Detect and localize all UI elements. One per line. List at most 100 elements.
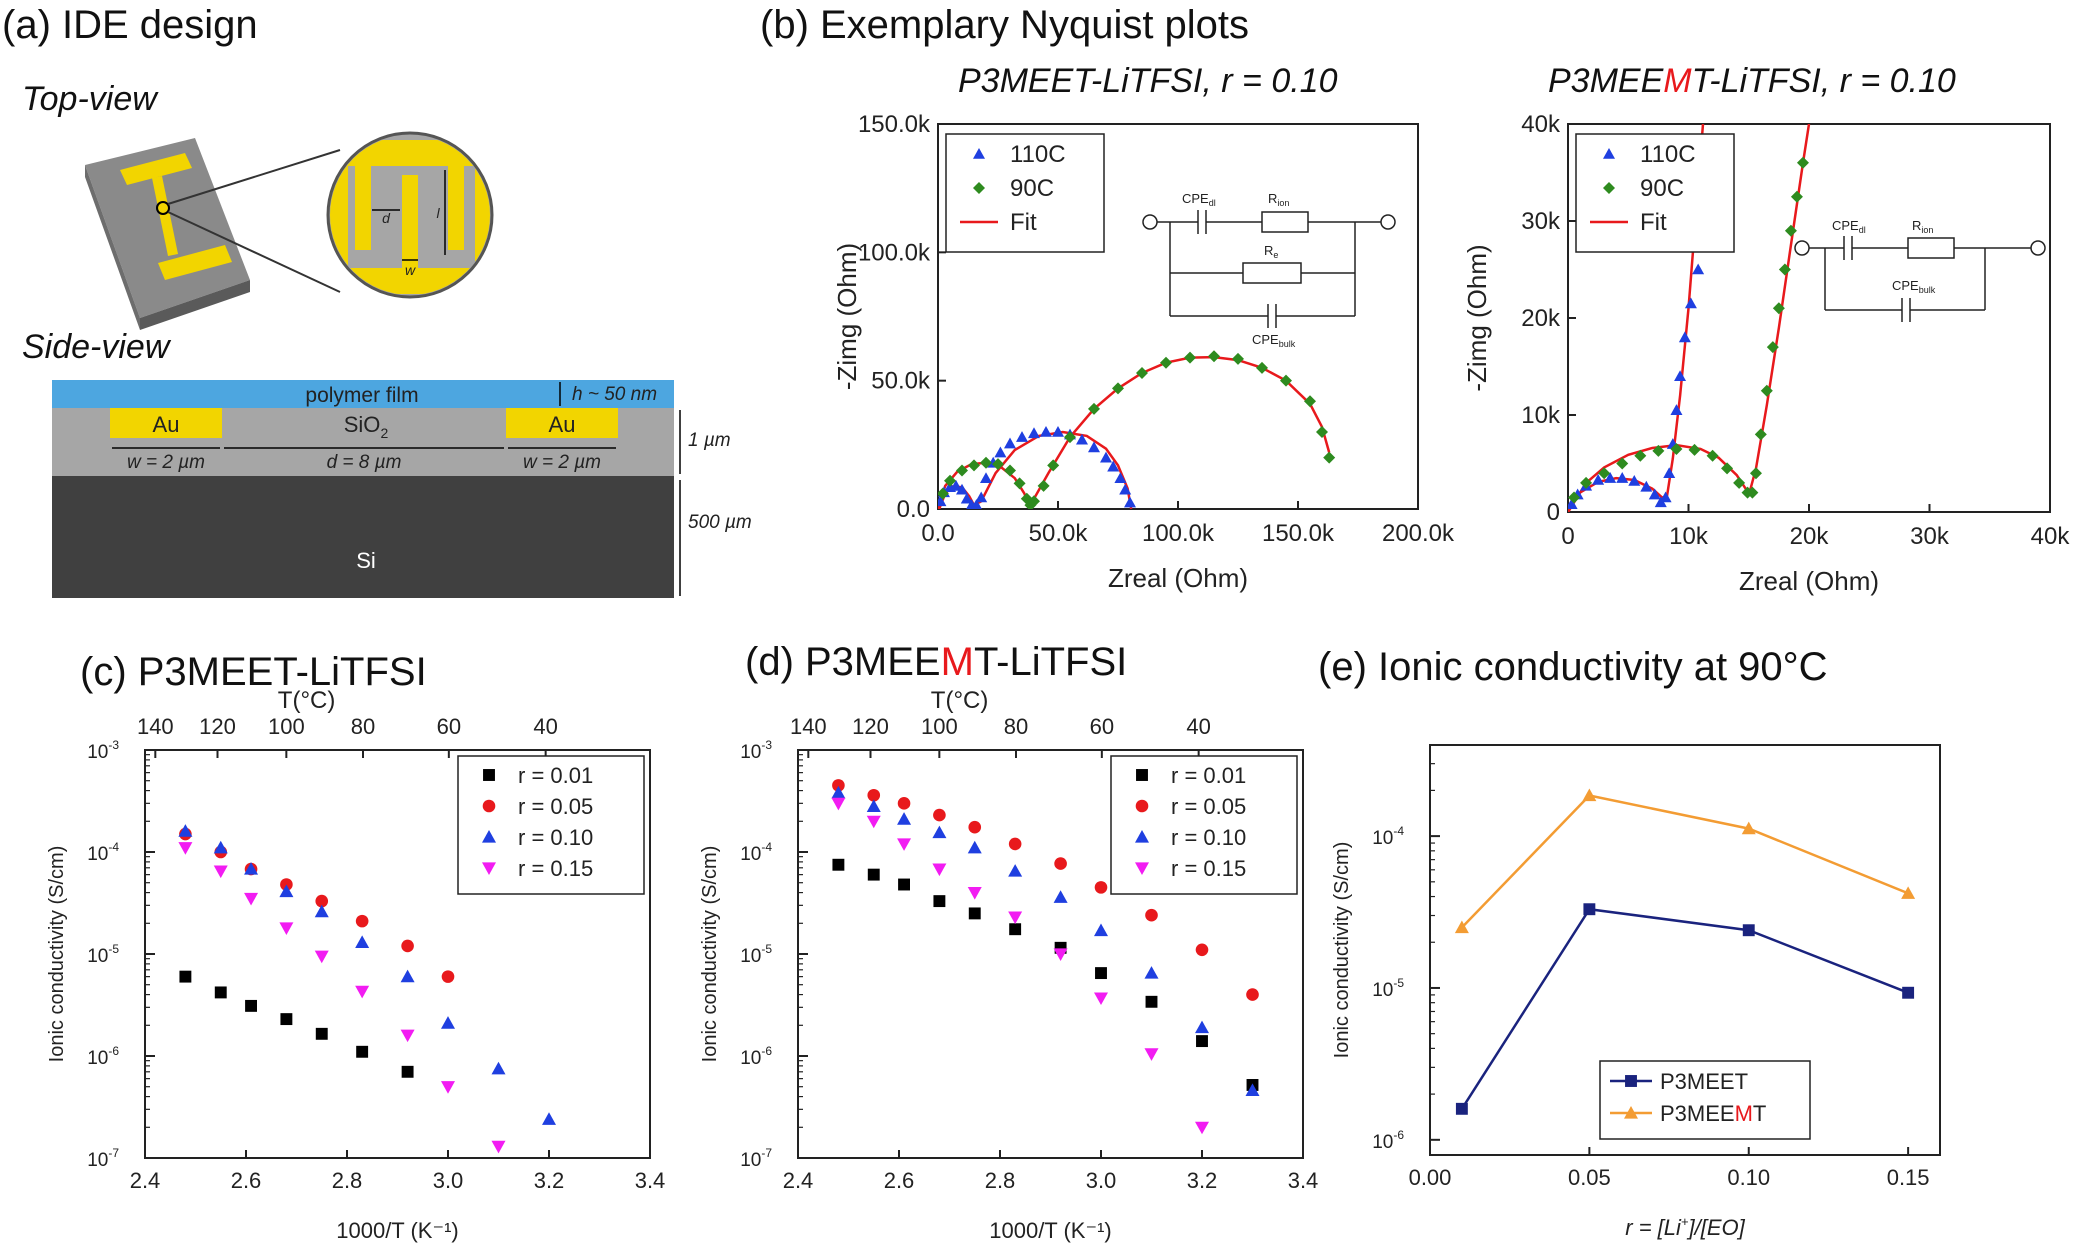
legend-marker [1603, 182, 1615, 194]
x-tick-label: 3.4 [1288, 1168, 1319, 1193]
data-point [1195, 943, 1209, 957]
legend-label: r = 0.01 [518, 763, 593, 788]
data-point-90c [1772, 302, 1785, 315]
data-point-110c [1678, 331, 1691, 343]
data-point [178, 842, 193, 855]
x-axis-label-sup: + [1681, 1214, 1689, 1229]
data-point-110c [1100, 451, 1112, 463]
data-point-110c [1568, 498, 1578, 510]
x-tick-label: 0.00 [1409, 1165, 1452, 1190]
data-point-90c [1598, 467, 1611, 480]
si-label: Si [356, 548, 376, 573]
data-point [213, 840, 228, 854]
x-tick-label: 3.2 [534, 1168, 565, 1193]
cpe-bulk-label: CPEbulk [1252, 332, 1296, 349]
top-tick-label: 80 [351, 714, 375, 739]
data-point [401, 1065, 414, 1078]
y-tick-label: 10-7 [87, 1146, 119, 1171]
legend-label-highlight: M [1735, 1101, 1753, 1126]
data-point [933, 895, 946, 908]
top-tick-label: 140 [790, 714, 827, 739]
legend-label: r = 0.15 [1171, 856, 1246, 881]
x-axis-label: r = [Li+]/[EO] [1625, 1214, 1745, 1240]
y-tick-exponent: -3 [761, 738, 772, 752]
legend-marker [1135, 830, 1149, 843]
nyquist-right-chart: 0 10k 20k 30k 40k 0 10k 20k 30k 40k Zreal (Ohm) -Zi… [1462, 111, 2070, 596]
data-point [400, 969, 415, 983]
y-tick-exponent: -6 [1393, 1128, 1404, 1142]
top-axis-label: T(°C) [931, 687, 989, 714]
data-point-110c [1604, 472, 1617, 483]
conductivity-chart-e: 0.00 0.05 0.10 0.15 10-6 10-5 10-4 r = [Li+]/[E… [1331, 744, 1941, 1240]
data-point [214, 986, 227, 999]
nyquist-left-subtitle: P3MEET-LiTFSI, r = 0.10 [958, 62, 1338, 100]
data-point-90c [1136, 366, 1148, 379]
legend-marker [483, 769, 495, 781]
y-tick-label: 10-3 [87, 738, 119, 763]
data-point [315, 894, 329, 908]
cpe-bulk-label-right: CPEbulk [1892, 278, 1936, 295]
data-point [1094, 923, 1108, 937]
plot-area [1454, 788, 1916, 1115]
data-point-90c [980, 456, 992, 469]
data-point [1145, 908, 1158, 922]
data-point-90c [1256, 361, 1268, 374]
data-point [314, 950, 329, 964]
data-point [244, 892, 259, 906]
equivalent-circuit-right [1794, 236, 2046, 322]
data-point [1742, 924, 1755, 937]
data-point-90c [968, 459, 980, 472]
data-point-90c [1568, 491, 1581, 504]
data-point-90c [1754, 428, 1767, 441]
legend-label: r = 0.01 [1171, 763, 1246, 788]
circuit-left-labels: CPEdl Rion Re CPEbulk [1182, 191, 1296, 349]
data-point-90c [1796, 156, 1809, 169]
data-point-90c [1790, 190, 1803, 203]
legend: r = 0.01 r = 0.05 r = 0.10 r = 0.15 [457, 755, 645, 895]
cpe-dl-label: CPEdl [1182, 191, 1216, 208]
data-point-90c [1208, 350, 1220, 363]
data-point [1455, 1102, 1468, 1115]
data-point-90c [1688, 443, 1701, 456]
data-point-90c [1184, 351, 1196, 364]
data-point [441, 970, 455, 983]
data-point-90c [1160, 356, 1172, 369]
x-tick-label: 40k [2031, 523, 2071, 550]
x-axis-label: Zreal (Ohm) [1108, 563, 1248, 593]
data-point [314, 904, 329, 918]
data-point [968, 907, 981, 920]
data-point [1094, 992, 1108, 1006]
data-point-110c [1088, 441, 1100, 453]
y-tick-label: 10-3 [740, 738, 772, 763]
y-tick-exponent: -4 [108, 840, 119, 854]
data-point-110c [1616, 472, 1629, 483]
y-tick-label: 0.0 [897, 496, 930, 523]
top-tick-label: 40 [533, 714, 557, 739]
data-point [831, 785, 846, 799]
legend-marker [482, 830, 496, 843]
data-point-90c [1037, 479, 1050, 492]
data-point-110c [1028, 427, 1040, 439]
y-tick-label: 0 [1547, 499, 1560, 526]
top-tick-label: 100 [921, 714, 958, 739]
data-point [1008, 864, 1023, 877]
data-point-90c [1028, 495, 1040, 508]
top-axis-label: T(°C) [278, 687, 336, 714]
legend-label: 90C [1640, 175, 1684, 202]
top-tick-label: 100 [268, 714, 305, 739]
x-tick-label: 2.6 [231, 1168, 262, 1193]
data-point-90c [1316, 426, 1328, 438]
legend-marker [1136, 769, 1148, 781]
panel-d-title: (d) P3MEEMT-LiTFSI [745, 640, 1127, 684]
x-tick-label: 3.4 [635, 1168, 666, 1193]
data-point [932, 825, 947, 839]
y-tick-label: 10-4 [1372, 824, 1404, 849]
data-point [279, 922, 294, 935]
x-tick-label: 2.6 [884, 1168, 915, 1193]
data-point-110c [1052, 426, 1064, 437]
x-tick-label: 2.8 [985, 1168, 1016, 1193]
data-point-110c [1114, 472, 1127, 483]
x-tick-label: 0 [1561, 523, 1574, 550]
y-axis-label: Ionic conductivity (S/cm) [1331, 842, 1353, 1059]
